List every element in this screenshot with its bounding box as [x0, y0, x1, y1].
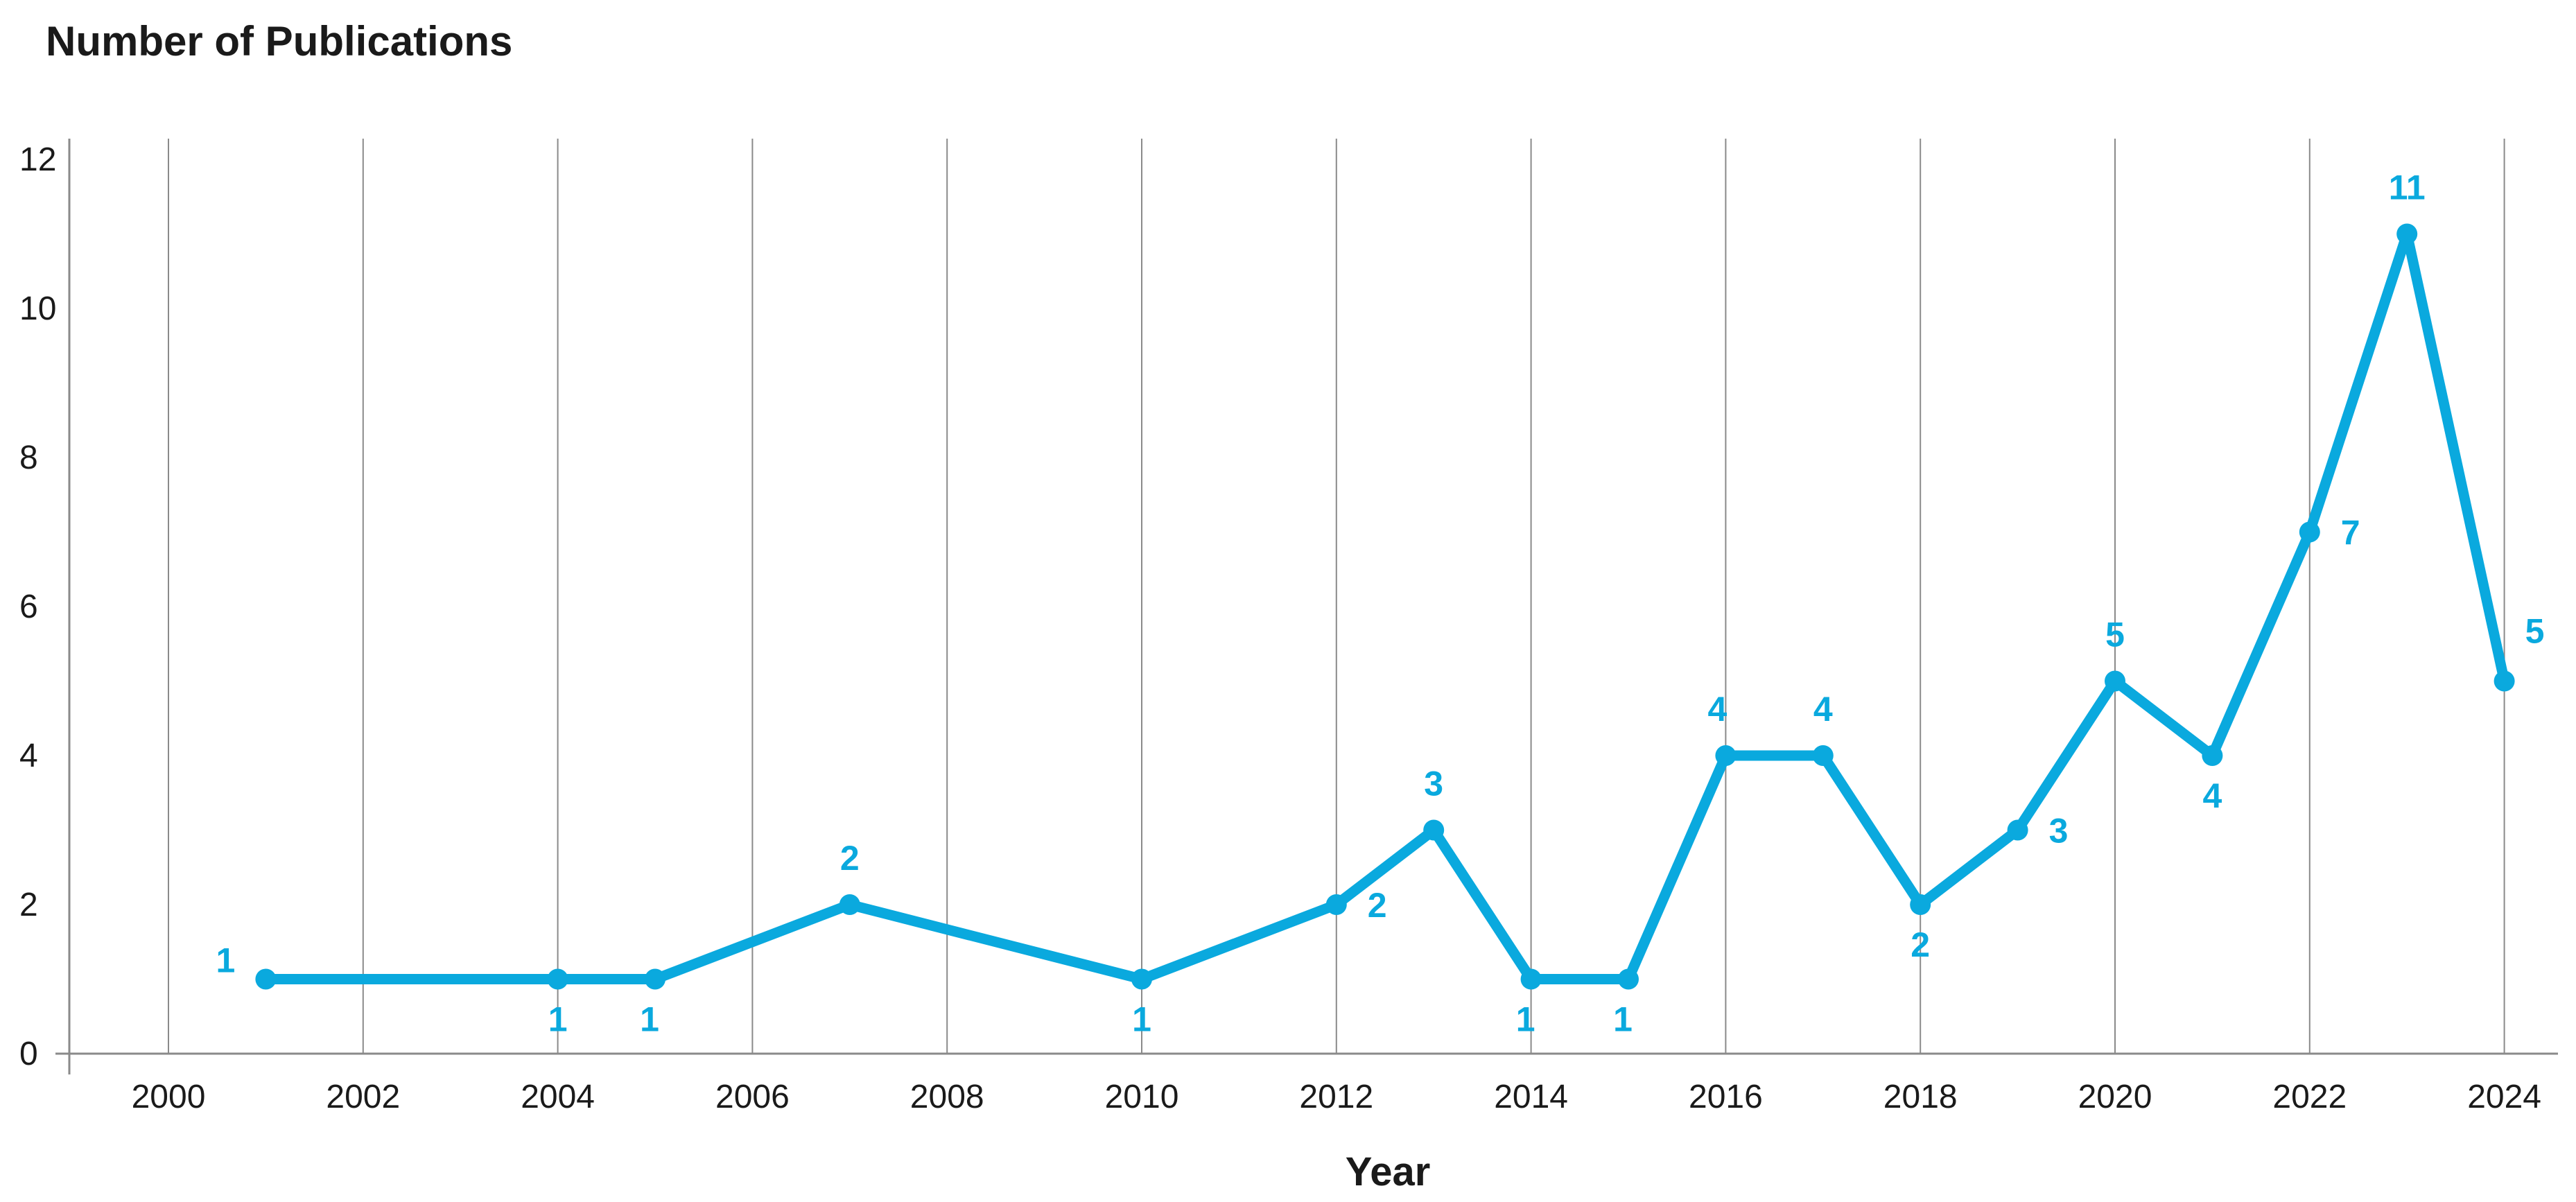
data-label-2018: 2	[1911, 925, 1930, 964]
x-tick-2016: 2016	[1689, 1079, 1763, 1115]
x-tick-2000: 2000	[132, 1079, 206, 1115]
data-point-2015	[1618, 968, 1639, 990]
data-point-2010	[1131, 968, 1152, 990]
data-point-2014	[1520, 968, 1542, 990]
data-point-2001	[255, 968, 277, 990]
data-label-2017: 4	[1813, 690, 1833, 729]
chart-title: Number of Publications	[46, 18, 512, 64]
series-publications	[255, 223, 2515, 990]
data-point-2021	[2202, 745, 2223, 766]
axes	[55, 139, 2558, 1074]
x-tick-2002: 2002	[326, 1079, 400, 1115]
data-point-2023	[2396, 223, 2418, 245]
x-tick-2024: 2024	[2467, 1079, 2541, 1115]
x-tick-2020: 2020	[2078, 1079, 2152, 1115]
data-label-2016: 4	[1707, 690, 1727, 729]
y-tick-4: 4	[19, 738, 38, 774]
data-point-2019	[2007, 819, 2028, 841]
data-point-2020	[2105, 670, 2125, 692]
data-label-2021: 4	[2202, 776, 2222, 815]
data-point-2004	[547, 968, 568, 990]
data-point-2016	[1715, 745, 1737, 766]
data-point-2018	[1910, 894, 1931, 915]
data-label-2004: 1	[548, 1000, 568, 1039]
vertical-gridlines	[168, 139, 2505, 1054]
x-tick-2022: 2022	[2272, 1079, 2347, 1115]
y-tick-10: 10	[19, 290, 56, 327]
data-point-2005	[645, 968, 665, 990]
x-tick-2010: 2010	[1105, 1079, 1179, 1115]
data-label-2024: 5	[2525, 612, 2545, 651]
x-tick-2008: 2008	[910, 1079, 984, 1115]
data-label-2020: 5	[2105, 616, 2125, 654]
data-label-2023: 11	[2389, 168, 2426, 207]
data-point-2017	[1812, 745, 1834, 766]
x-tick-2004: 2004	[521, 1079, 595, 1115]
data-point-2013	[1423, 819, 1445, 841]
data-point-2022	[2299, 521, 2320, 543]
y-tick-2: 2	[19, 887, 38, 923]
data-point-2007	[839, 894, 860, 915]
data-label-2015: 1	[1613, 1000, 1633, 1039]
y-axis-tick-labels: 0 2 4 6 8 10 12	[19, 141, 56, 1072]
x-axis-label: Year	[1346, 1149, 1431, 1194]
data-point-2024	[2494, 670, 2515, 692]
series-line	[260, 229, 2510, 984]
data-label-2001: 1	[216, 941, 235, 980]
x-tick-2014: 2014	[1494, 1079, 1568, 1115]
y-tick-12: 12	[19, 141, 56, 178]
data-label-2022: 7	[2341, 514, 2360, 552]
data-label-2010: 1	[1132, 1000, 1151, 1039]
data-label-2012: 2	[1368, 886, 1387, 925]
x-tick-2012: 2012	[1299, 1079, 1373, 1115]
x-axis-tick-labels: 2000 2002 2004 2006 2008 2010 2012 2014 2016 2018…	[132, 1079, 2541, 1115]
data-label-2013: 3	[1424, 765, 1443, 803]
y-tick-8: 8	[19, 439, 38, 476]
x-tick-2006: 2006	[715, 1079, 790, 1115]
y-tick-6: 6	[19, 589, 38, 625]
x-tick-2018: 2018	[1883, 1079, 1958, 1115]
data-label-2007: 2	[840, 839, 860, 878]
data-label-2014: 1	[1516, 1000, 1535, 1039]
data-point-2012	[1325, 894, 1347, 915]
data-label-2019: 3	[2049, 812, 2069, 851]
data-label-2005: 1	[640, 1000, 659, 1039]
y-tick-0: 0	[19, 1036, 38, 1072]
